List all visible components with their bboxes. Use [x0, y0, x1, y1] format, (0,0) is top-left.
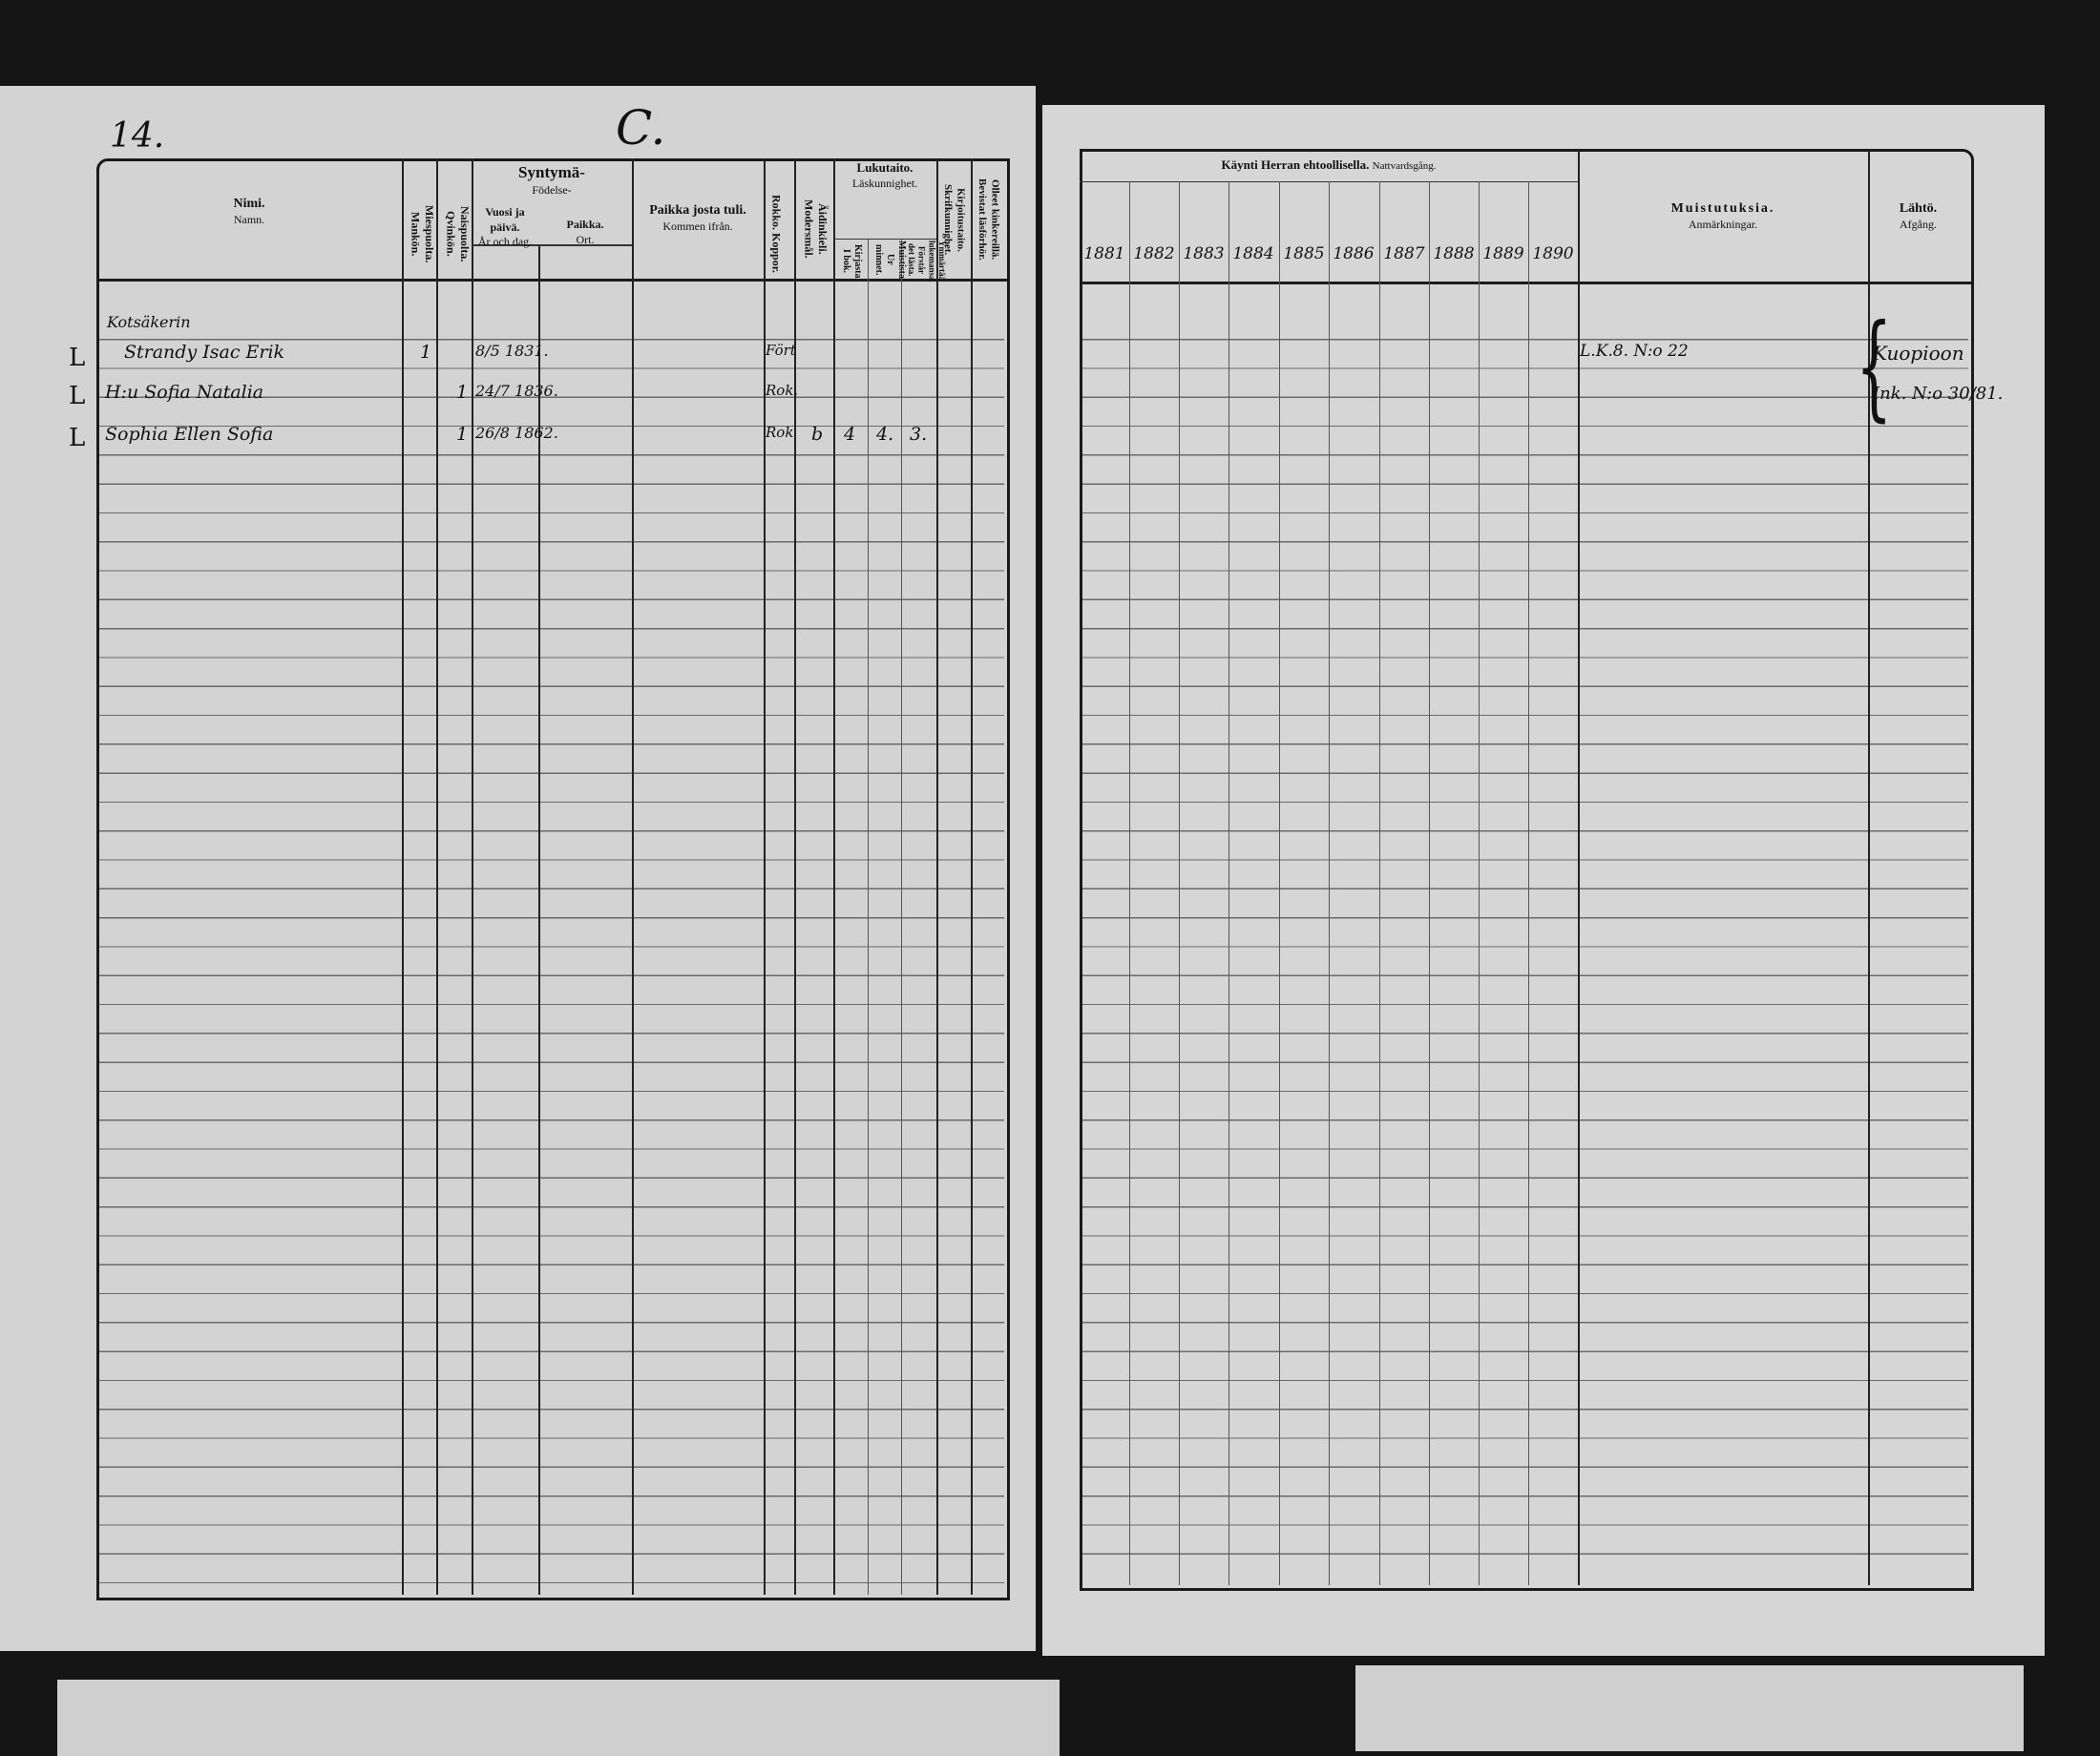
col-line	[868, 239, 869, 1595]
header-communion: Käynti Herran ehtoollisella. Nattvardsgå…	[1221, 157, 1437, 172]
col-line	[402, 158, 404, 1595]
birth-subdivider	[472, 244, 632, 246]
header-birth-date: Vuosi ja päivä. År och dag.	[477, 205, 533, 249]
year-1889: 1889	[1482, 244, 1524, 263]
header-literacy: Lukutaito. Läskunnighet.	[851, 160, 918, 190]
next-page-edge-right	[1355, 1665, 2024, 1751]
household-label: Kotsäkerin	[107, 313, 191, 331]
entry-smallpox: Rok.	[766, 382, 799, 399]
entry-understands: 3.	[910, 424, 928, 445]
header-from-place: Paikka josta tuli. Kommen ifrån.	[649, 203, 746, 234]
entry-birth: 24/7 1836.	[475, 382, 558, 400]
entry-smallpox: Rok	[766, 424, 794, 441]
left-row-lines	[99, 311, 1004, 1590]
entry-birth: 8/5 1831.	[475, 342, 549, 360]
entry-departure-ref: Ink. N:o 30/81.	[1873, 384, 2004, 404]
entry-female: 1	[456, 424, 469, 445]
year-1890: 1890	[1532, 244, 1574, 263]
col-line	[436, 158, 438, 1595]
entry-birth: 26/8 1862.	[475, 424, 558, 442]
row-mark: L	[69, 344, 86, 372]
entry-book: 4	[844, 424, 856, 445]
col-line	[1129, 181, 1130, 1585]
header-remarks: Muistutuksia. Anmärkningar.	[1670, 201, 1775, 232]
entry-female: 1	[456, 382, 469, 403]
entry-name: H:u Sofia Natalia	[105, 382, 264, 403]
col-line	[764, 158, 766, 1595]
page-number: 14.	[110, 116, 165, 156]
header-smallpox: Rokko. Koppor.	[769, 195, 784, 273]
col-line	[1578, 149, 1580, 1585]
year-1887: 1887	[1383, 244, 1425, 263]
header-name: Nimi. Namn.	[233, 197, 265, 227]
literacy-subdivider	[833, 239, 936, 240]
entry-remark: L.K.8. N:o 22	[1580, 342, 1689, 361]
entry-name: Sophia Ellen Sofia	[105, 424, 274, 445]
col-line	[1228, 181, 1229, 1585]
left-table	[96, 158, 1010, 1600]
col-line	[632, 158, 634, 1595]
header-female: Naispuolta. Qvinkön.	[444, 205, 472, 262]
header-male: Miespuolta. Mankön.	[409, 204, 436, 263]
entry-departure-place: Kuopioon	[1873, 342, 1964, 365]
col-line	[1329, 181, 1330, 1585]
col-line	[1279, 181, 1280, 1585]
right-header-divider	[1080, 282, 1971, 284]
header-writing: Kirjoitustaito. Skrifkunnighet.	[942, 183, 967, 256]
col-line	[1179, 181, 1180, 1585]
header-book: Kirjasta. I bok.	[841, 244, 863, 282]
right-table	[1080, 149, 1974, 1591]
header-birth-place: Paikka. Ort.	[566, 218, 604, 246]
header-memory: Muistista. Ur minnet.	[873, 240, 907, 282]
left-header-divider	[96, 279, 1007, 282]
col-line	[971, 158, 973, 1595]
col-line	[833, 158, 835, 1595]
page-letter: C.	[616, 100, 666, 156]
col-line	[538, 244, 540, 1595]
col-line	[1429, 181, 1430, 1585]
col-line	[1479, 181, 1480, 1585]
right-row-lines	[1082, 311, 1968, 1580]
brace-icon: {	[1856, 301, 1893, 433]
entry-memory: 4.	[876, 424, 894, 445]
col-line	[794, 158, 796, 1595]
header-departure: Lähtö. Afgång.	[1899, 201, 1938, 232]
col-line	[472, 158, 473, 1595]
header-birth: Syntymä- Födelse-	[518, 163, 585, 198]
row-mark: L	[69, 382, 86, 410]
year-1882: 1882	[1133, 244, 1175, 263]
col-line	[1379, 181, 1380, 1585]
col-line	[1528, 181, 1529, 1585]
year-1884: 1884	[1232, 244, 1274, 263]
year-1883: 1883	[1183, 244, 1225, 263]
col-line	[936, 158, 938, 1595]
row-mark: L	[69, 424, 86, 452]
col-line	[901, 239, 902, 1595]
year-1886: 1886	[1333, 244, 1375, 263]
header-mother-tongue: Äidinkieli. Modersmål.	[802, 199, 830, 259]
header-hearings: Olleet kinkereillä. Bevistat läsförhör.	[976, 178, 1001, 261]
entry-male: 1	[420, 342, 432, 363]
year-1888: 1888	[1433, 244, 1475, 263]
col-line	[1868, 149, 1870, 1585]
entry-name: Strandy Isac Erik	[124, 342, 285, 363]
entry-smallpox: Fört	[766, 342, 796, 359]
header-understands: Ymmärtää lukemansa. Förstår det lästa.	[906, 240, 948, 282]
year-1885: 1885	[1283, 244, 1325, 263]
next-page-edge	[57, 1680, 1060, 1756]
entry-mother-tongue: b	[811, 424, 824, 445]
year-1881: 1881	[1083, 244, 1125, 263]
